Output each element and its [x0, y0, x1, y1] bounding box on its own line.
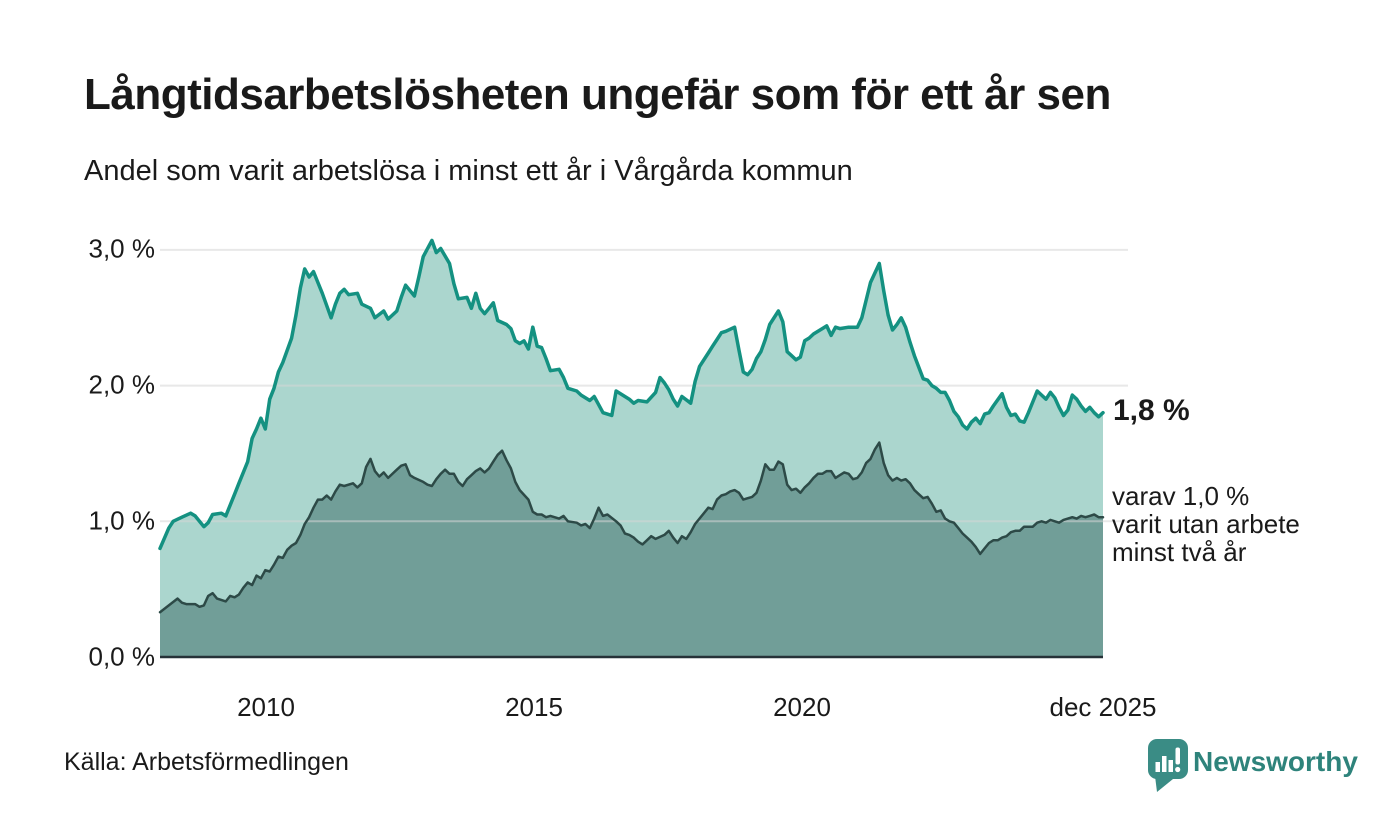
source-credit: Källa: Arbetsförmedlingen: [64, 748, 349, 776]
x-tick-2020: 2020: [773, 692, 831, 722]
chart-subtitle: Andel som varit arbetslösa i minst ett å…: [84, 155, 853, 187]
x-tick-2015: 2015: [505, 692, 563, 722]
line-unemployed-one-year: [158, 238, 1105, 551]
newsworthy-logo-text: Newsworthy: [1193, 746, 1358, 777]
end-value-label-two-years-line3: minst två år: [1112, 537, 1247, 567]
y-tick-3: 3,0 %: [88, 233, 156, 264]
end-value-label-one-year: 1,8 %: [1113, 394, 1190, 427]
newsworthy-logo-icon: [1148, 739, 1188, 792]
end-value-label-two-years: varav 1,0 % varit utan arbete minst två …: [1112, 482, 1300, 566]
x-tick-2010: 2010: [237, 692, 295, 722]
y-tick-2: 2,0 %: [88, 369, 156, 400]
gridlines: [160, 248, 1128, 523]
end-value-label-two-years-line1: varav 1,0 %: [1112, 481, 1250, 511]
chart-title: Långtidsarbetslösheten ungefär som för e…: [84, 70, 1111, 119]
end-value-label-two-years-line2: varit utan arbete: [1112, 509, 1300, 539]
area-unemployed-two-years: [160, 442, 1103, 657]
y-tick-1: 1,0 %: [88, 505, 156, 536]
x-tick-dec-2025: dec 2025: [1049, 692, 1157, 722]
line-unemployed-two-years: [158, 441, 1105, 614]
y-tick-0: 0,0 %: [88, 641, 156, 672]
